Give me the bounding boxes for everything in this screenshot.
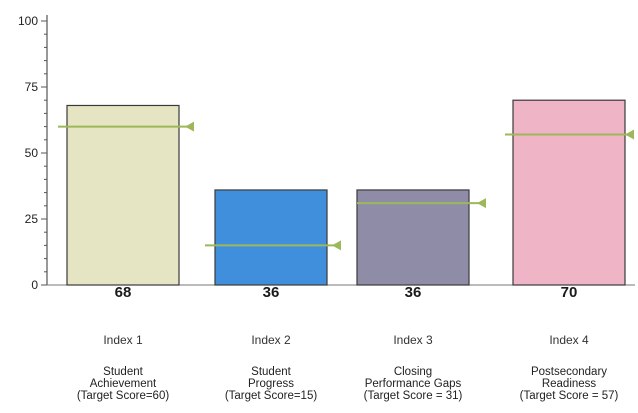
y-tick-label: 25 [25,212,39,226]
category-description-1: (Target Score=60) [77,390,170,402]
value-label-3: 36 [405,284,422,301]
category-description-1: Achievement [90,378,157,390]
category-label-1: Index 1 [103,333,143,347]
target-marker-4 [625,129,634,140]
category-description-3: Performance Gaps [365,378,462,390]
category-label-3: Index 3 [393,333,433,347]
category-description-2: Student [251,366,291,378]
y-tick-label: 75 [25,80,39,94]
y-tick-label: 0 [31,278,38,292]
value-label-4: 70 [561,284,578,301]
category-description-4: (Target Score = 57) [520,390,619,402]
target-marker-2 [332,240,341,251]
category-label-2: Index 2 [251,333,291,347]
category-description-4: Postsecondary [531,366,607,378]
target-marker-1 [185,121,194,132]
category-description-2: (Target Score=15) [225,390,318,402]
category-description-4: Readiness [542,378,597,390]
value-label-1: 68 [115,284,132,301]
category-label-4: Index 4 [549,333,589,347]
value-label-2: 36 [263,284,280,301]
category-description-3: Closing [394,366,432,378]
bar-layer [58,99,634,286]
category-description-1: Student [103,366,143,378]
category-description-2: Progress [248,378,294,390]
category-description-3: (Target Score = 31) [364,390,463,402]
bar-3 [356,189,470,286]
bar-2 [214,189,328,286]
bar-4 [512,99,626,286]
bar-1 [66,104,180,286]
target-marker-3 [477,198,486,209]
y-tick-label: 50 [25,146,39,160]
y-tick-label: 100 [18,14,38,28]
